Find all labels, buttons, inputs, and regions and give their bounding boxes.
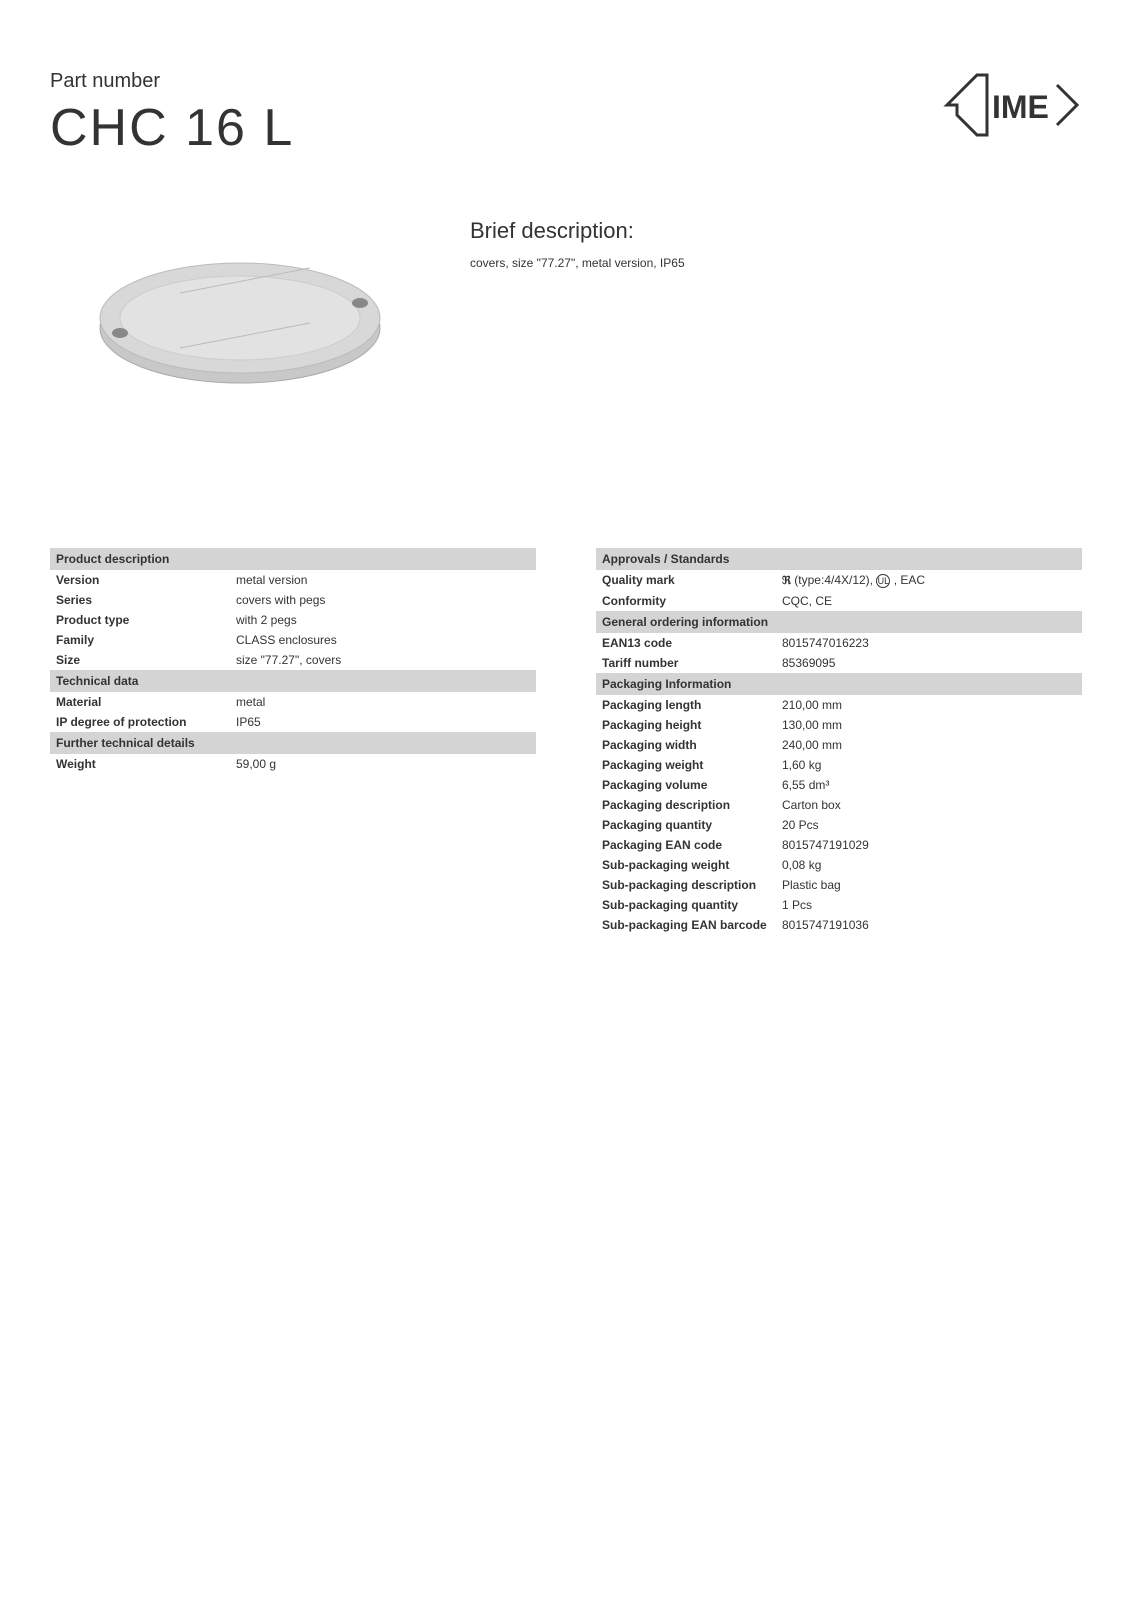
data-label: Packaging length bbox=[602, 698, 782, 712]
section-header: Further technical details bbox=[50, 732, 536, 754]
data-label: Sub-packaging weight bbox=[602, 858, 782, 872]
data-row: Materialmetal bbox=[50, 692, 536, 712]
data-label: IP degree of protection bbox=[56, 715, 236, 729]
data-row: Packaging EAN code8015747191029 bbox=[596, 835, 1082, 855]
data-value: Carton box bbox=[782, 798, 841, 812]
data-row: Packaging height130,00 mm bbox=[596, 715, 1082, 735]
data-label: Packaging volume bbox=[602, 778, 782, 792]
data-value: CQC, CE bbox=[782, 594, 832, 608]
data-row: FamilyCLASS enclosures bbox=[50, 630, 536, 650]
data-label: Product type bbox=[56, 613, 236, 627]
data-value: metal version bbox=[236, 573, 307, 587]
data-label: Sub-packaging quantity bbox=[602, 898, 782, 912]
left-table: Product descriptionVersionmetal versionS… bbox=[50, 548, 536, 935]
svg-text:IME: IME bbox=[992, 89, 1049, 125]
data-row: Packaging length210,00 mm bbox=[596, 695, 1082, 715]
data-label: Sub-packaging EAN barcode bbox=[602, 918, 782, 932]
data-value: IP65 bbox=[236, 715, 261, 729]
data-label: Conformity bbox=[602, 594, 782, 608]
data-label: EAN13 code bbox=[602, 636, 782, 650]
data-row: IP degree of protectionIP65 bbox=[50, 712, 536, 732]
data-value: 8015747016223 bbox=[782, 636, 869, 650]
part-number-label: Part number bbox=[50, 70, 294, 93]
content-row: Brief description: covers, size "77.27",… bbox=[50, 208, 1082, 428]
data-value: 85369095 bbox=[782, 656, 835, 670]
brief-description-title: Brief description: bbox=[470, 218, 1082, 244]
data-row: Weight59,00 g bbox=[50, 754, 536, 774]
data-value: 1 Pcs bbox=[782, 898, 812, 912]
brief-description-block: Brief description: covers, size "77.27",… bbox=[470, 208, 1082, 428]
data-row: Sub-packaging quantity1 Pcs bbox=[596, 895, 1082, 915]
data-value: 8015747191036 bbox=[782, 918, 869, 932]
data-label: Series bbox=[56, 593, 236, 607]
data-row: Sub-packaging descriptionPlastic bag bbox=[596, 875, 1082, 895]
data-label: Packaging weight bbox=[602, 758, 782, 772]
document-header: Part number CHC 16 L IME bbox=[50, 70, 1082, 158]
data-row: Packaging width240,00 mm bbox=[596, 735, 1082, 755]
data-value: 59,00 g bbox=[236, 757, 276, 771]
data-value: 8015747191029 bbox=[782, 838, 869, 852]
data-row: Quality markℜ (type:4/4X/12), UL , EAC bbox=[596, 570, 1082, 591]
data-row: Product typewith 2 pegs bbox=[50, 610, 536, 630]
data-row: Packaging descriptionCarton box bbox=[596, 795, 1082, 815]
section-header: Technical data bbox=[50, 670, 536, 692]
title-block: Part number CHC 16 L bbox=[50, 70, 294, 158]
data-row: Versionmetal version bbox=[50, 570, 536, 590]
ul-cert-icon: UL bbox=[876, 574, 890, 588]
data-value: with 2 pegs bbox=[236, 613, 297, 627]
data-value: 210,00 mm bbox=[782, 698, 842, 712]
data-row: ConformityCQC, CE bbox=[596, 591, 1082, 611]
section-header: Product description bbox=[50, 548, 536, 570]
section-header: Approvals / Standards bbox=[596, 548, 1082, 570]
data-row: Sub-packaging EAN barcode8015747191036 bbox=[596, 915, 1082, 935]
tables-row: Product descriptionVersionmetal versionS… bbox=[50, 548, 1082, 935]
data-row: Packaging quantity20 Pcs bbox=[596, 815, 1082, 835]
data-value: 240,00 mm bbox=[782, 738, 842, 752]
company-logo: IME bbox=[942, 70, 1082, 140]
part-number: CHC 16 L bbox=[50, 98, 294, 158]
data-label: Quality mark bbox=[602, 573, 782, 588]
section-header: Packaging Information bbox=[596, 673, 1082, 695]
data-row: Tariff number85369095 bbox=[596, 653, 1082, 673]
data-value: size "77.27", covers bbox=[236, 653, 341, 667]
right-table: Approvals / StandardsQuality markℜ (type… bbox=[596, 548, 1082, 935]
data-label: Tariff number bbox=[602, 656, 782, 670]
data-row: Seriescovers with pegs bbox=[50, 590, 536, 610]
data-label: Size bbox=[56, 653, 236, 667]
data-value: covers with pegs bbox=[236, 593, 325, 607]
brief-description-text: covers, size "77.27", metal version, IP6… bbox=[470, 256, 1082, 270]
data-value: 6,55 dm³ bbox=[782, 778, 829, 792]
data-label: Packaging quantity bbox=[602, 818, 782, 832]
data-value: 130,00 mm bbox=[782, 718, 842, 732]
data-value: Plastic bag bbox=[782, 878, 841, 892]
data-value: CLASS enclosures bbox=[236, 633, 337, 647]
product-cover-icon bbox=[50, 208, 430, 428]
data-row: Packaging weight1,60 kg bbox=[596, 755, 1082, 775]
data-label: Packaging height bbox=[602, 718, 782, 732]
data-value: 20 Pcs bbox=[782, 818, 819, 832]
data-label: Sub-packaging description bbox=[602, 878, 782, 892]
data-row: EAN13 code8015747016223 bbox=[596, 633, 1082, 653]
data-row: Sizesize "77.27", covers bbox=[50, 650, 536, 670]
data-row: Packaging volume6,55 dm³ bbox=[596, 775, 1082, 795]
data-value: 0,08 kg bbox=[782, 858, 821, 872]
section-header: General ordering information bbox=[596, 611, 1082, 633]
data-label: Packaging EAN code bbox=[602, 838, 782, 852]
data-value: metal bbox=[236, 695, 265, 709]
data-value: 1,60 kg bbox=[782, 758, 821, 772]
product-image bbox=[50, 208, 430, 428]
data-label: Weight bbox=[56, 757, 236, 771]
ilme-logo-icon: IME bbox=[942, 70, 1082, 140]
ru-cert-icon: ℜ bbox=[782, 574, 791, 587]
data-row: Sub-packaging weight0,08 kg bbox=[596, 855, 1082, 875]
data-label: Material bbox=[56, 695, 236, 709]
data-label: Packaging description bbox=[602, 798, 782, 812]
data-value: ℜ (type:4/4X/12), UL , EAC bbox=[782, 573, 925, 588]
data-label: Family bbox=[56, 633, 236, 647]
data-label: Version bbox=[56, 573, 236, 587]
data-label: Packaging width bbox=[602, 738, 782, 752]
